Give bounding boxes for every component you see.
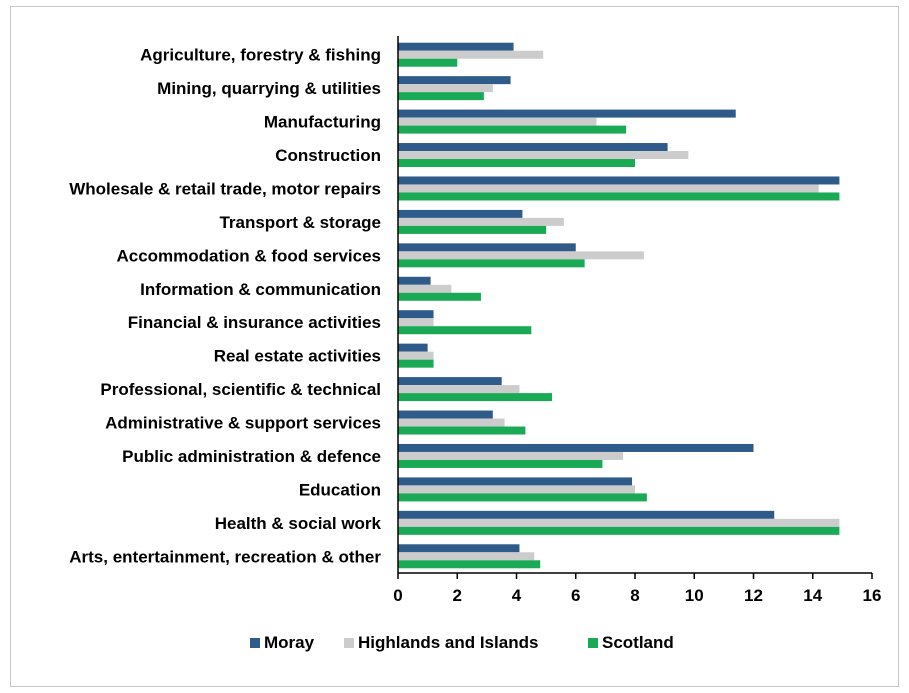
bar (398, 184, 819, 193)
bar (398, 159, 635, 168)
x-tick-label: 2 (453, 586, 462, 605)
bar (398, 176, 840, 185)
bar (398, 544, 520, 553)
category-label: Transport & storage (219, 213, 381, 232)
category-label: Agriculture, forestry & fishing (140, 46, 381, 65)
bar (398, 459, 603, 468)
category-label: Real estate activities (214, 347, 381, 366)
bar (398, 292, 481, 301)
bar (398, 560, 541, 569)
bar (398, 251, 644, 260)
bar (398, 326, 532, 335)
bar (398, 225, 547, 234)
bar (398, 510, 775, 519)
x-tick-label: 16 (863, 586, 882, 605)
bar (398, 377, 502, 386)
legend-label: Moray (264, 633, 315, 652)
legend-label: Highlands and Islands (358, 633, 538, 652)
category-label: Accommodation & food services (116, 246, 381, 265)
bar (398, 143, 668, 152)
bar (398, 109, 736, 118)
bars-group (398, 42, 840, 569)
bar (398, 393, 553, 402)
bar (398, 58, 458, 67)
bar (398, 477, 633, 486)
bar (398, 284, 452, 293)
bar (398, 451, 624, 460)
category-label: Financial & insurance activities (128, 313, 381, 332)
legend-label: Scotland (602, 633, 674, 652)
bar (398, 76, 511, 85)
bar (398, 259, 585, 268)
bar (398, 343, 428, 352)
bar (398, 92, 484, 101)
category-label: Construction (275, 146, 381, 165)
x-tick-label: 8 (630, 586, 639, 605)
category-label: Professional, scientific & technical (100, 380, 381, 399)
x-axis-ticks: 0 2 4 6 8 10 12 14 16 (393, 573, 881, 605)
bar (398, 410, 493, 419)
bar (398, 192, 840, 201)
chart-frame: Agriculture, forestry & fishing Mining, q… (10, 6, 899, 687)
bar (398, 217, 564, 226)
category-label: Arts, entertainment, recreation & other (69, 547, 381, 566)
x-tick-label: 0 (393, 586, 402, 605)
category-label: Health & social work (215, 514, 382, 533)
x-tick-label: 14 (803, 586, 822, 605)
bar (398, 552, 535, 561)
bar (398, 42, 514, 51)
x-tick-label: 6 (571, 586, 580, 605)
category-label: Administrative & support services (105, 414, 381, 433)
bar (398, 359, 434, 368)
legend-swatch (588, 638, 598, 648)
bar (398, 518, 840, 527)
bar (398, 385, 520, 394)
bar (398, 125, 627, 134)
category-label: Wholesale & retail trade, motor repairs (69, 179, 381, 198)
bar (398, 84, 493, 93)
bar (398, 151, 689, 160)
category-label: Manufacturing (264, 113, 381, 132)
bar (398, 276, 431, 285)
category-label: Mining, quarrying & utilities (157, 79, 381, 98)
x-tick-label: 4 (512, 586, 522, 605)
legend-swatch (250, 638, 260, 648)
bar (398, 50, 544, 59)
bar-chart: Agriculture, forestry & fishing Mining, q… (69, 36, 881, 652)
bar (398, 526, 840, 535)
legend-swatch (344, 638, 354, 648)
bar (398, 318, 434, 327)
x-tick-label: 12 (744, 586, 763, 605)
bar (398, 243, 576, 252)
bar (398, 117, 597, 126)
legend: Moray Highlands and Islands Scotland (250, 633, 674, 652)
category-label: Information & communication (140, 280, 381, 299)
bar (398, 310, 434, 319)
category-label: Education (299, 480, 381, 499)
bar (398, 485, 635, 494)
bar (398, 209, 523, 218)
bar (398, 493, 647, 502)
x-tick-label: 10 (685, 586, 704, 605)
bar (398, 351, 434, 360)
category-label: Public administration & defence (122, 447, 381, 466)
bar (398, 426, 526, 435)
bar (398, 418, 505, 427)
category-labels: Agriculture, forestry & fishing Mining, q… (69, 46, 381, 567)
bar (398, 443, 754, 452)
